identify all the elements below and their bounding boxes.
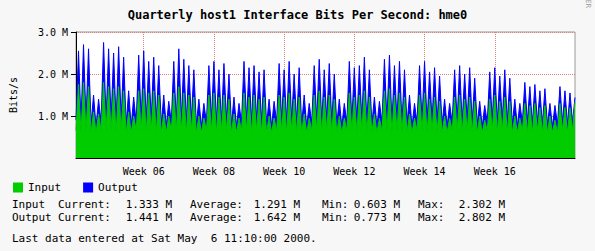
svg-text:Quarterly host1 Interface Bits: Quarterly host1 Interface Bits Per Secon… <box>128 8 468 22</box>
svg-text:0.603 M: 0.603 M <box>354 198 401 211</box>
svg-text:Week 14: Week 14 <box>403 166 445 177</box>
svg-text:1.642 M: 1.642 M <box>254 211 301 224</box>
svg-text:2.302 M: 2.302 M <box>459 198 506 211</box>
svg-text:Average:: Average: <box>190 198 243 211</box>
svg-text:Week 10: Week 10 <box>263 166 305 177</box>
svg-text:1.0 M: 1.0 M <box>38 111 68 122</box>
svg-text:Week 08: Week 08 <box>193 166 235 177</box>
svg-text:Max:: Max: <box>418 198 445 211</box>
svg-text:Last data entered at Sat May: Last data entered at Sat May 6 11:10:00 … <box>12 232 317 245</box>
svg-text:Output: Output <box>98 181 138 194</box>
svg-text:3.0 M: 3.0 M <box>38 27 68 38</box>
svg-text:2.802 M: 2.802 M <box>459 211 506 224</box>
svg-text:Week 12: Week 12 <box>333 166 375 177</box>
svg-text:1.441 M: 1.441 M <box>126 211 173 224</box>
svg-text:Week 16: Week 16 <box>474 166 516 177</box>
svg-text:0.773 M: 0.773 M <box>354 211 401 224</box>
svg-text:Bits/s: Bits/s <box>8 77 19 113</box>
svg-text:Output: Output <box>12 211 52 224</box>
svg-text:Min:: Min: <box>322 198 349 211</box>
svg-text:1.291 M: 1.291 M <box>254 198 301 211</box>
svg-text:Input: Input <box>28 181 61 194</box>
svg-text:Average:: Average: <box>190 211 243 224</box>
svg-text:Week 06: Week 06 <box>123 166 165 177</box>
svg-text:Current:: Current: <box>58 198 111 211</box>
svg-text:Current:: Current: <box>58 211 111 224</box>
svg-text:Input: Input <box>12 198 45 211</box>
svg-text:Max:: Max: <box>418 211 445 224</box>
svg-text:1.333 M: 1.333 M <box>126 198 173 211</box>
svg-text:2.0 M: 2.0 M <box>38 69 68 80</box>
svg-text:Min:: Min: <box>322 211 349 224</box>
svg-text:RRDTOOL / TOBI OETIKER: RRDTOOL / TOBI OETIKER <box>584 0 592 9</box>
